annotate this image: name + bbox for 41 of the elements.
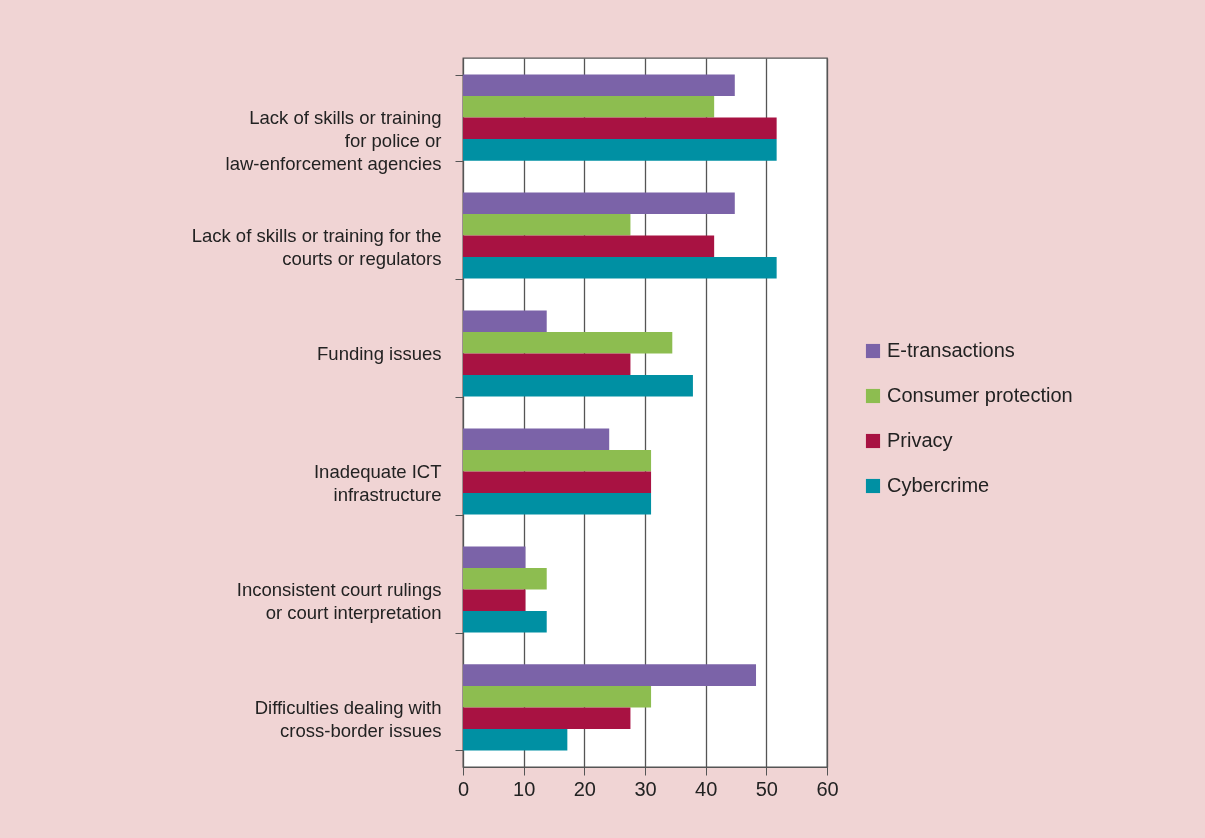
bar xyxy=(463,331,673,354)
bar xyxy=(463,310,547,332)
x-tick-label: 0 xyxy=(457,777,470,800)
y-tick-label: Inconsistent court rulings or court interpretation xyxy=(236,578,442,623)
bar xyxy=(463,117,777,140)
bar xyxy=(463,589,526,611)
bar xyxy=(463,214,631,236)
x-tick-label: 40 xyxy=(695,777,718,800)
bar xyxy=(463,567,547,590)
bar xyxy=(463,493,652,515)
bar xyxy=(463,257,777,279)
legend-label: Consumer protection xyxy=(887,384,1073,406)
bar xyxy=(463,375,693,397)
legend-label: Privacy xyxy=(887,429,953,451)
x-tick-label: 60 xyxy=(816,777,839,800)
bar xyxy=(463,664,757,686)
bar xyxy=(463,96,715,118)
bar xyxy=(463,353,631,376)
bar xyxy=(463,428,610,450)
bar xyxy=(463,471,652,494)
legend-label: E-transactions xyxy=(887,339,1015,361)
x-tick-label: 50 xyxy=(755,777,778,800)
y-tick-label: Funding issues xyxy=(317,343,442,365)
bar xyxy=(463,139,777,161)
x-tick-label: 30 xyxy=(634,777,657,800)
bar xyxy=(463,449,652,472)
bar xyxy=(463,192,735,215)
bar xyxy=(463,707,631,729)
x-tick-label: 10 xyxy=(513,777,536,800)
bar xyxy=(463,546,526,568)
bar xyxy=(463,685,652,708)
bar xyxy=(463,74,735,97)
bar xyxy=(463,610,547,633)
y-tick-label: Difficulties dealing with cross-border issues xyxy=(254,696,442,741)
legend-label: Cybercrime xyxy=(887,474,990,496)
bar xyxy=(463,728,568,751)
y-tick-label: Inadequate ICT infrastructure xyxy=(313,460,442,505)
y-tick-label: Lack of skills or training for the courts or regulators xyxy=(191,225,442,270)
bar xyxy=(463,235,715,258)
x-tick-label: 20 xyxy=(573,777,596,800)
y-tick-label: Lack of skills or training for police or law-enforcement agencies xyxy=(225,107,442,175)
